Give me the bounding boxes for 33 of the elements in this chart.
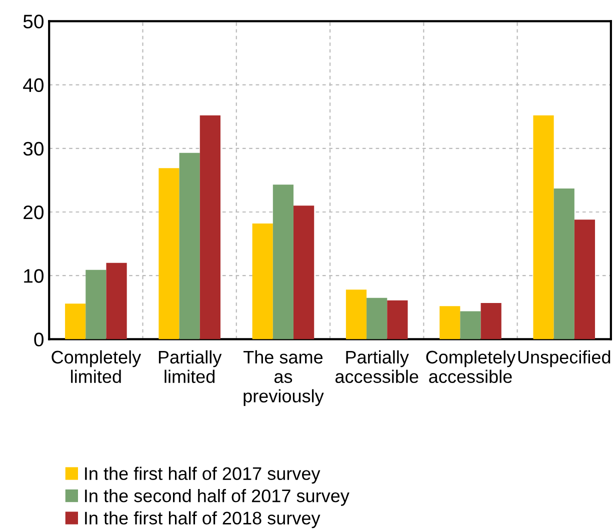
bar <box>65 304 86 340</box>
legend-label: In the second half of 2017 survey <box>85 489 350 506</box>
legend-label: In the first half of 2017 survey <box>85 466 320 484</box>
bar <box>158 168 180 340</box>
bar <box>387 300 408 340</box>
bar <box>179 152 200 340</box>
y-tick-label: 40 <box>23 78 44 92</box>
y-tick-label: 30 <box>23 142 44 156</box>
bar <box>574 220 596 340</box>
bar <box>272 184 294 340</box>
x-tick-label: Unspecified <box>518 350 610 368</box>
bar <box>533 115 554 340</box>
bar <box>460 311 481 340</box>
y-tick-label: 10 <box>24 269 44 283</box>
x-tick-label: The same as previously <box>243 350 324 406</box>
y-tick-label: 50 <box>23 14 44 28</box>
y-tick-label: 20 <box>24 205 44 220</box>
bar <box>252 223 273 340</box>
bar <box>346 290 367 340</box>
x-tick-label: Completely accessible <box>426 350 516 384</box>
x-tick-label: Partially limited <box>158 350 222 384</box>
y-tick-label: 0 <box>34 332 44 346</box>
bar <box>86 270 106 340</box>
bar <box>554 188 574 340</box>
bar <box>440 306 460 340</box>
legend-label: In the first half of 2018 survey <box>85 511 320 528</box>
bar <box>480 302 502 340</box>
x-tick-label: Completely limited <box>52 350 142 384</box>
x-tick-label: Partially accessible <box>335 350 418 384</box>
bar <box>200 115 220 340</box>
bar <box>294 206 314 340</box>
bar <box>106 262 127 340</box>
bar <box>366 298 388 340</box>
